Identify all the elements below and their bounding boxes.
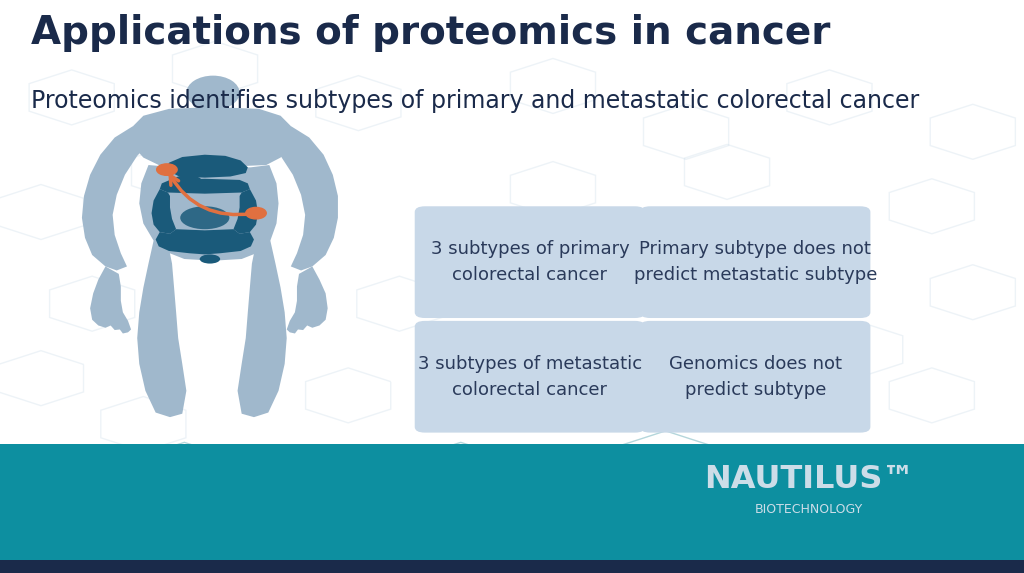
Polygon shape [202, 109, 224, 117]
Text: Applications of proteomics in cancer: Applications of proteomics in cancer [31, 14, 830, 52]
FancyBboxPatch shape [640, 321, 870, 433]
Text: 3 subtypes of primary
colorectal cancer: 3 subtypes of primary colorectal cancer [430, 240, 630, 284]
Bar [0, 444, 1024, 573]
Bar [0, 560, 1024, 573]
Polygon shape [287, 266, 328, 333]
Text: Primary subtype does not
predict metastatic subtype: Primary subtype does not predict metasta… [634, 240, 877, 284]
Polygon shape [137, 241, 186, 417]
Polygon shape [233, 189, 258, 234]
Polygon shape [133, 108, 291, 167]
Circle shape [246, 207, 266, 219]
Circle shape [157, 164, 177, 175]
FancyBboxPatch shape [640, 206, 870, 318]
Polygon shape [156, 229, 254, 254]
FancyBboxPatch shape [415, 206, 645, 318]
Text: NAUTILUS™: NAUTILUS™ [703, 464, 914, 495]
Polygon shape [238, 241, 287, 417]
Polygon shape [90, 266, 131, 333]
Polygon shape [152, 189, 176, 234]
Ellipse shape [173, 175, 202, 186]
Text: 3 subtypes of metastatic
colorectal cancer: 3 subtypes of metastatic colorectal canc… [418, 355, 642, 399]
FancyBboxPatch shape [415, 321, 645, 433]
Polygon shape [139, 165, 279, 261]
FancyArrowPatch shape [170, 175, 253, 215]
Text: Proteomics identifies subtypes of primary and metastatic colorectal cancer: Proteomics identifies subtypes of primar… [31, 89, 919, 113]
Polygon shape [166, 155, 248, 178]
Ellipse shape [180, 206, 229, 229]
Text: Genomics does not
predict subtype: Genomics does not predict subtype [669, 355, 842, 399]
Polygon shape [82, 126, 152, 270]
Ellipse shape [186, 76, 240, 110]
Polygon shape [160, 179, 250, 194]
Ellipse shape [200, 254, 220, 264]
Text: BIOTECHNOLOGY: BIOTECHNOLOGY [755, 504, 863, 516]
Polygon shape [268, 126, 338, 270]
